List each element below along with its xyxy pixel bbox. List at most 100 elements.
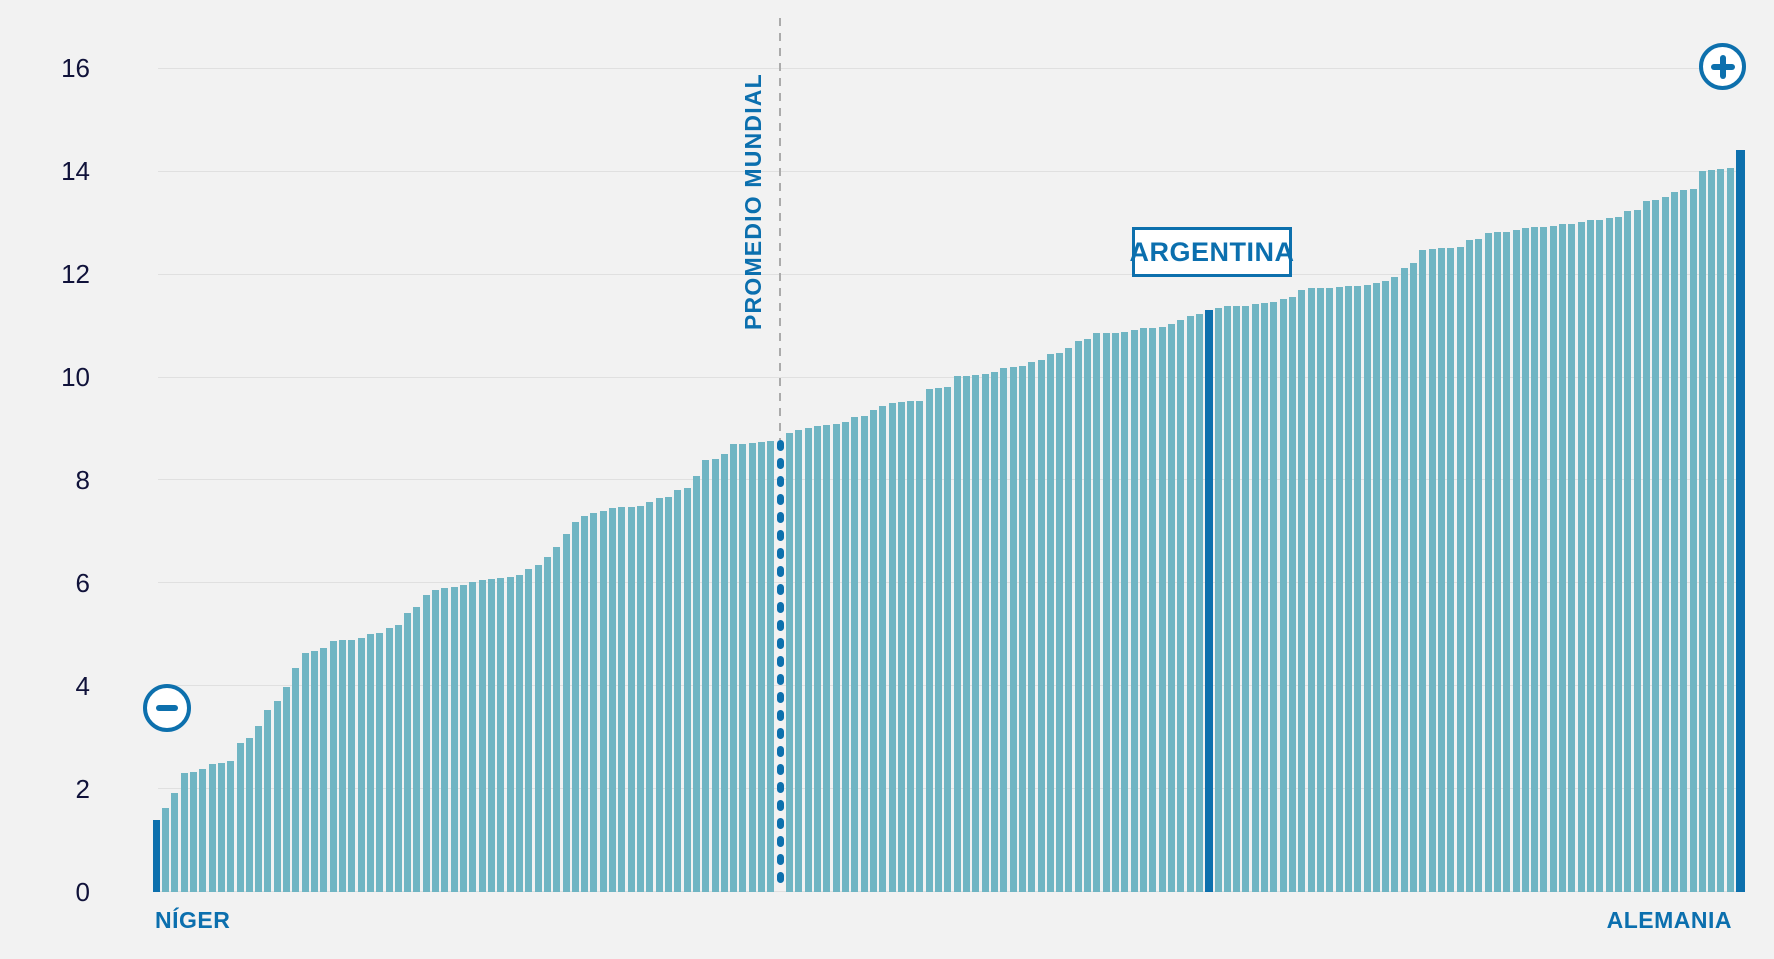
bar	[1419, 249, 1427, 892]
bar	[404, 613, 412, 892]
bar	[357, 638, 365, 892]
bar	[1549, 226, 1557, 892]
bar	[180, 773, 188, 892]
bar	[1251, 303, 1259, 892]
bar	[413, 606, 421, 892]
bar	[1214, 307, 1222, 892]
bar	[1400, 268, 1408, 892]
plus-glyph	[1710, 54, 1735, 79]
bar	[217, 762, 225, 892]
bar	[786, 432, 794, 892]
bar	[1624, 210, 1632, 892]
promedio-dot	[776, 439, 784, 451]
bar	[292, 668, 300, 892]
bar	[599, 510, 607, 892]
bar	[1167, 323, 1175, 892]
promedio-dot	[776, 601, 784, 613]
bar	[590, 513, 598, 892]
bar	[627, 506, 635, 892]
bar	[208, 763, 216, 892]
bar	[1577, 221, 1585, 892]
bar	[637, 506, 645, 892]
promedio-dot	[776, 781, 784, 793]
argentina-callout-box: ARGENTINA	[1130, 227, 1294, 277]
bar	[1428, 249, 1436, 892]
bar	[1587, 220, 1595, 892]
bar	[1689, 188, 1697, 892]
bar	[1261, 302, 1269, 892]
bar	[450, 587, 458, 892]
bar-argentina	[1204, 310, 1213, 892]
bar	[1149, 327, 1157, 892]
bar	[1680, 190, 1688, 892]
promedio-dot	[776, 583, 784, 595]
bar	[888, 402, 896, 892]
bar	[646, 501, 654, 892]
bar	[664, 497, 672, 892]
bar	[264, 710, 272, 892]
bar	[1074, 340, 1082, 892]
minus-icon[interactable]	[143, 684, 191, 732]
bar	[394, 624, 402, 892]
y-axis-tick-label: 14	[61, 156, 90, 187]
bar	[432, 589, 440, 892]
bar	[1046, 353, 1054, 892]
bar	[702, 459, 710, 892]
bar	[236, 743, 244, 892]
bar	[711, 459, 719, 892]
y-axis-tick-label: 0	[75, 876, 90, 907]
bar	[1708, 170, 1716, 892]
bar	[1270, 301, 1278, 892]
bar	[348, 639, 356, 892]
bar	[879, 405, 887, 892]
y-axis-tick-label: 4	[75, 670, 90, 701]
bar	[1531, 227, 1539, 892]
x-axis-label-niger: NÍGER	[155, 907, 231, 933]
bar	[385, 627, 393, 892]
promedio-dot	[776, 691, 784, 703]
bar	[1000, 368, 1008, 892]
bar	[1112, 332, 1120, 892]
bar	[283, 686, 291, 892]
bar	[497, 577, 505, 892]
bar	[1633, 210, 1641, 892]
bar	[1177, 320, 1185, 892]
bar	[963, 375, 971, 892]
bar	[1307, 288, 1315, 892]
bar	[758, 441, 766, 892]
promedio-dot	[776, 619, 784, 631]
bar	[953, 375, 961, 892]
bar	[171, 792, 179, 892]
promedio-dot	[776, 853, 784, 865]
plus-icon[interactable]	[1699, 43, 1746, 90]
y-axis-tick-label: 8	[75, 464, 90, 495]
x-axis-label-alemania: ALEMANIA	[1606, 907, 1732, 933]
promedio-dot	[776, 511, 784, 523]
bar	[245, 738, 253, 892]
bar	[832, 424, 840, 892]
bar	[1484, 233, 1492, 892]
bar-alemania	[1736, 149, 1746, 892]
bar	[1512, 230, 1520, 892]
bar	[1456, 246, 1464, 892]
bar	[1354, 285, 1362, 892]
promedio-dot	[776, 529, 784, 541]
bar	[730, 444, 738, 892]
bar	[562, 533, 570, 892]
bar	[609, 508, 617, 892]
promedio-dot	[776, 493, 784, 505]
bar	[813, 425, 821, 892]
gridline	[158, 376, 1744, 378]
promedio-dot	[776, 565, 784, 577]
promedio-dot	[776, 727, 784, 739]
bar	[469, 581, 477, 892]
bar	[1037, 360, 1045, 892]
bar	[553, 546, 561, 892]
bar	[860, 416, 868, 892]
bar	[823, 424, 831, 892]
bar	[1605, 218, 1613, 892]
bar	[338, 640, 346, 892]
bar	[935, 388, 943, 892]
promedio-dot	[776, 763, 784, 775]
bar	[1158, 326, 1166, 892]
